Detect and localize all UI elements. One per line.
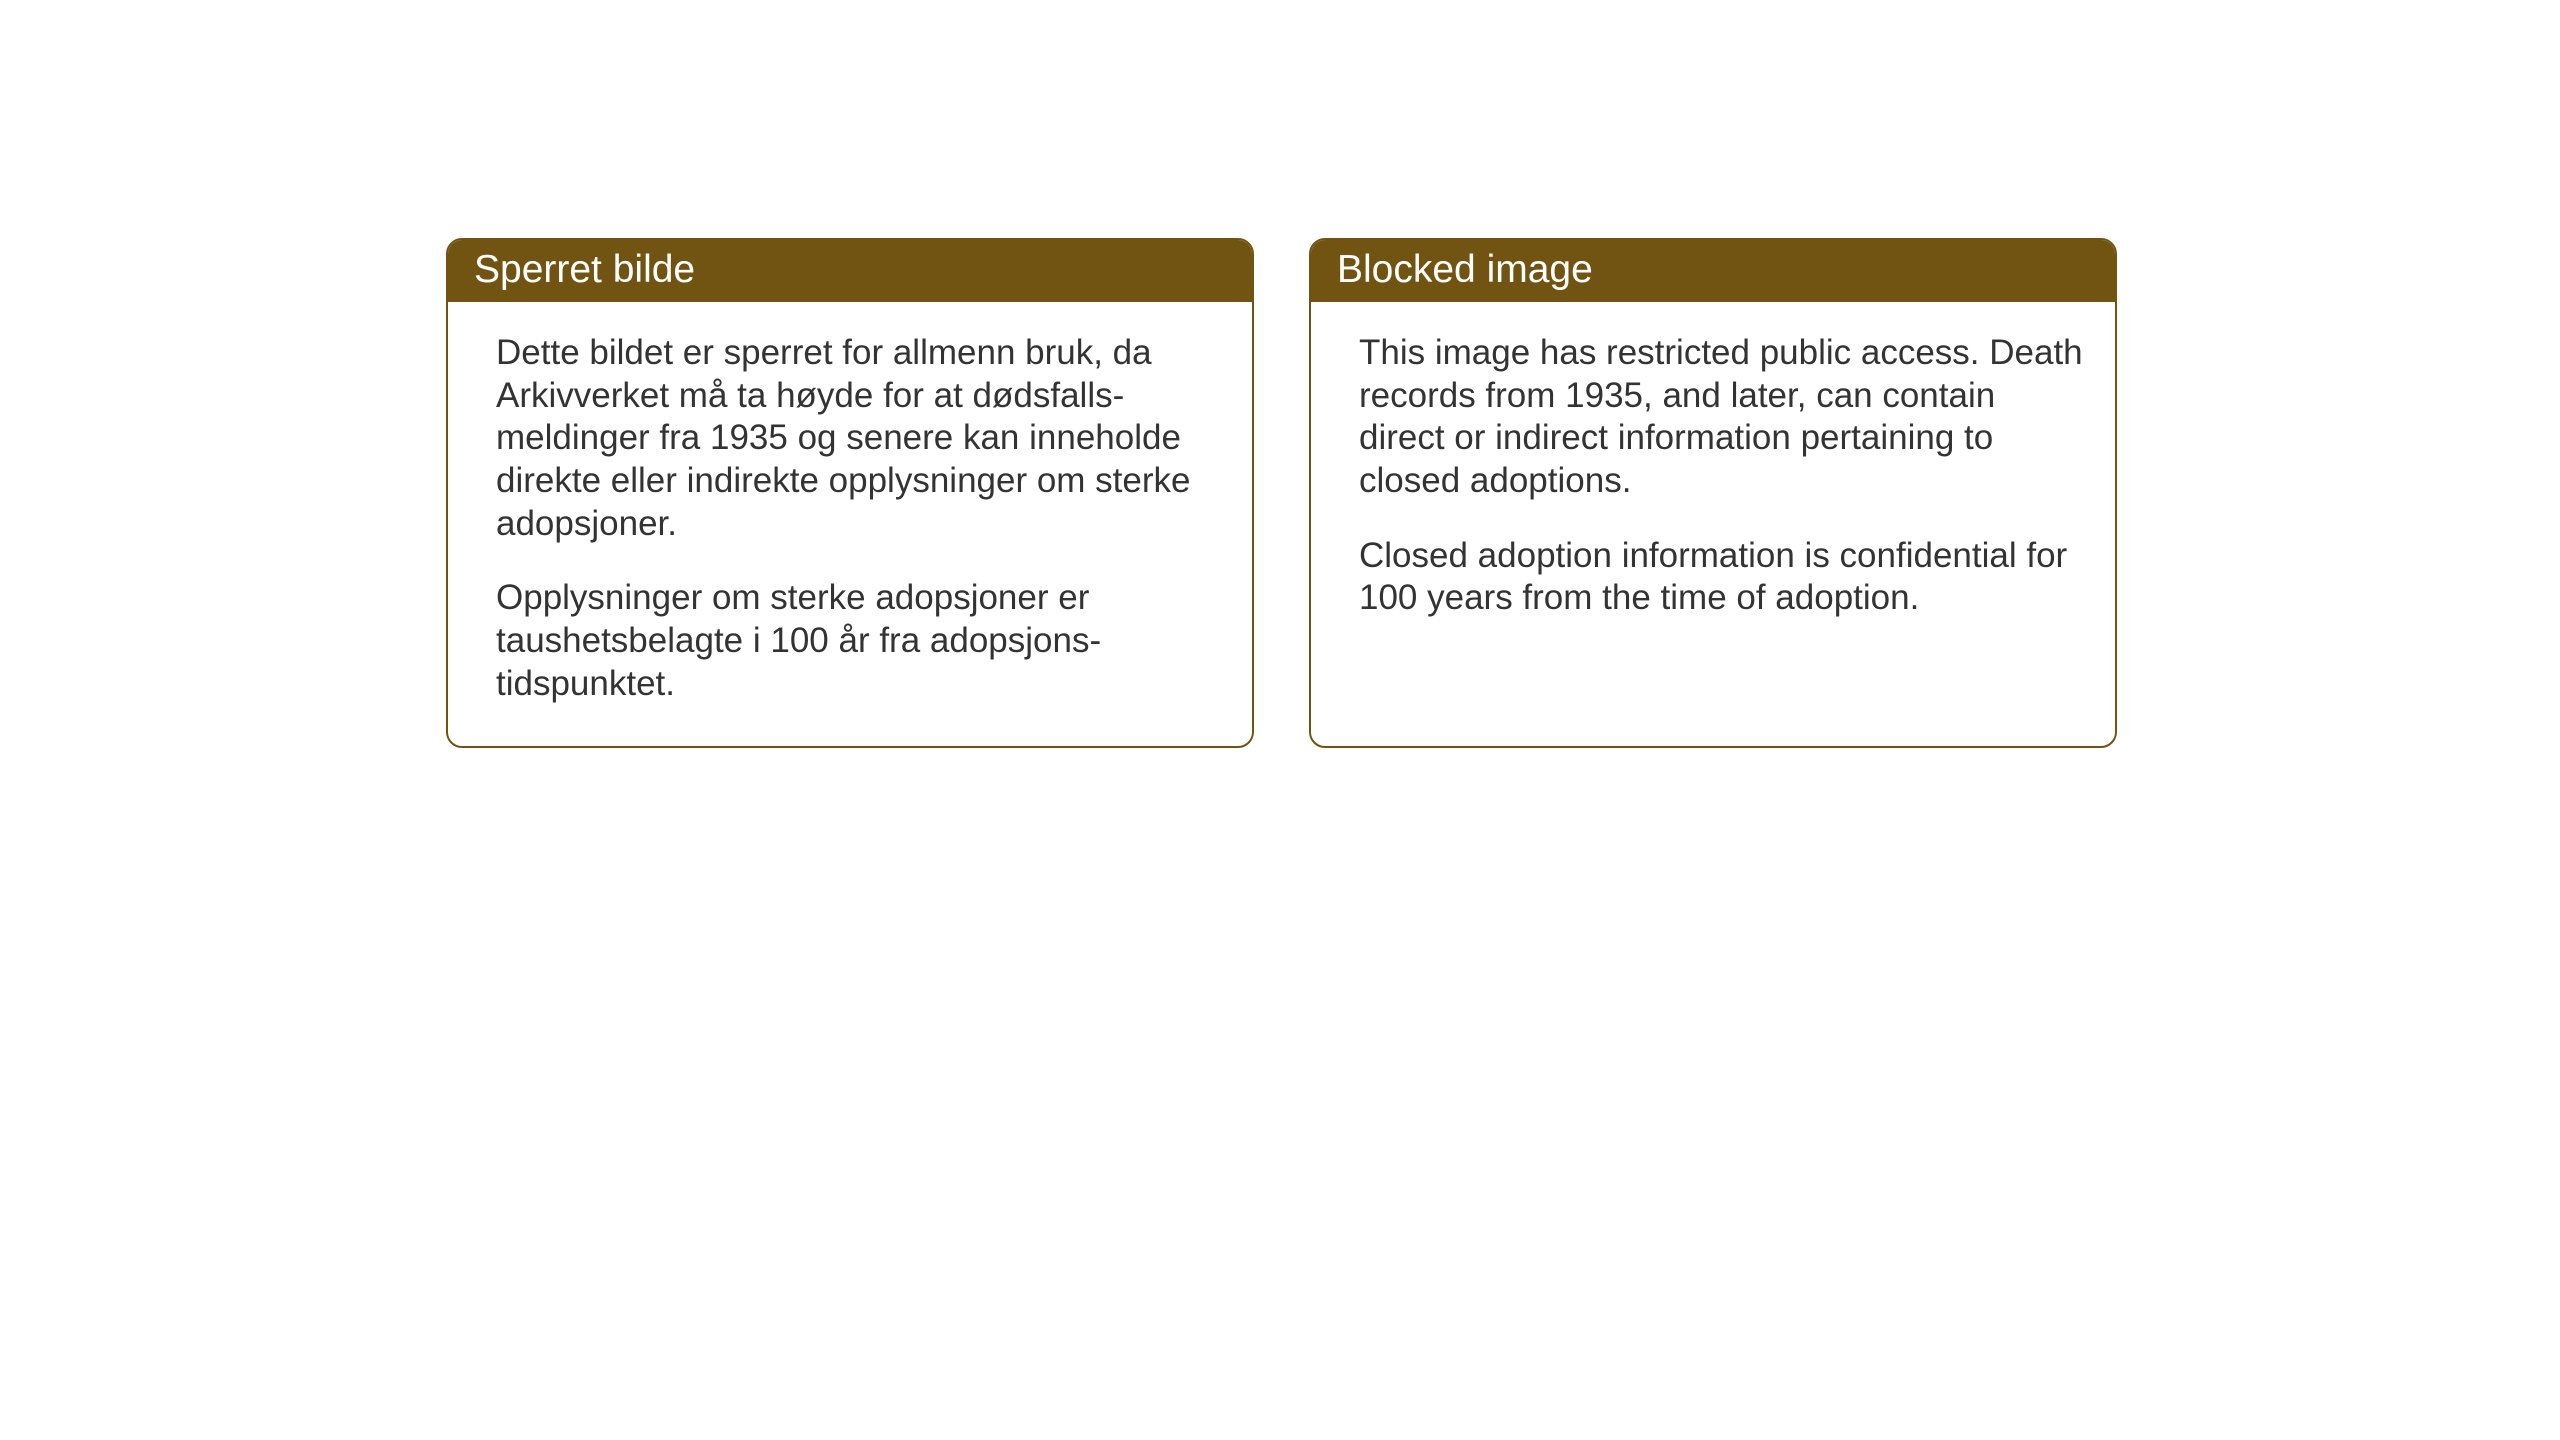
notice-header-norwegian: Sperret bilde <box>448 240 1252 302</box>
notice-body-english: This image has restricted public access.… <box>1311 302 2115 660</box>
notice-box-english: Blocked image This image has restricted … <box>1309 238 2117 748</box>
notice-box-norwegian: Sperret bilde Dette bildet er sperret fo… <box>446 238 1254 748</box>
notice-paragraph-2-english: Closed adoption information is confident… <box>1359 535 2085 620</box>
notice-header-english: Blocked image <box>1311 240 2115 302</box>
notice-paragraph-1-english: This image has restricted public access.… <box>1359 332 2085 503</box>
notice-body-norwegian: Dette bildet er sperret for allmenn bruk… <box>448 302 1252 746</box>
notice-paragraph-1-norwegian: Dette bildet er sperret for allmenn bruk… <box>496 332 1222 545</box>
notice-paragraph-2-norwegian: Opplysninger om sterke adopsjoner er tau… <box>496 577 1222 705</box>
notice-container: Sperret bilde Dette bildet er sperret fo… <box>446 238 2117 748</box>
